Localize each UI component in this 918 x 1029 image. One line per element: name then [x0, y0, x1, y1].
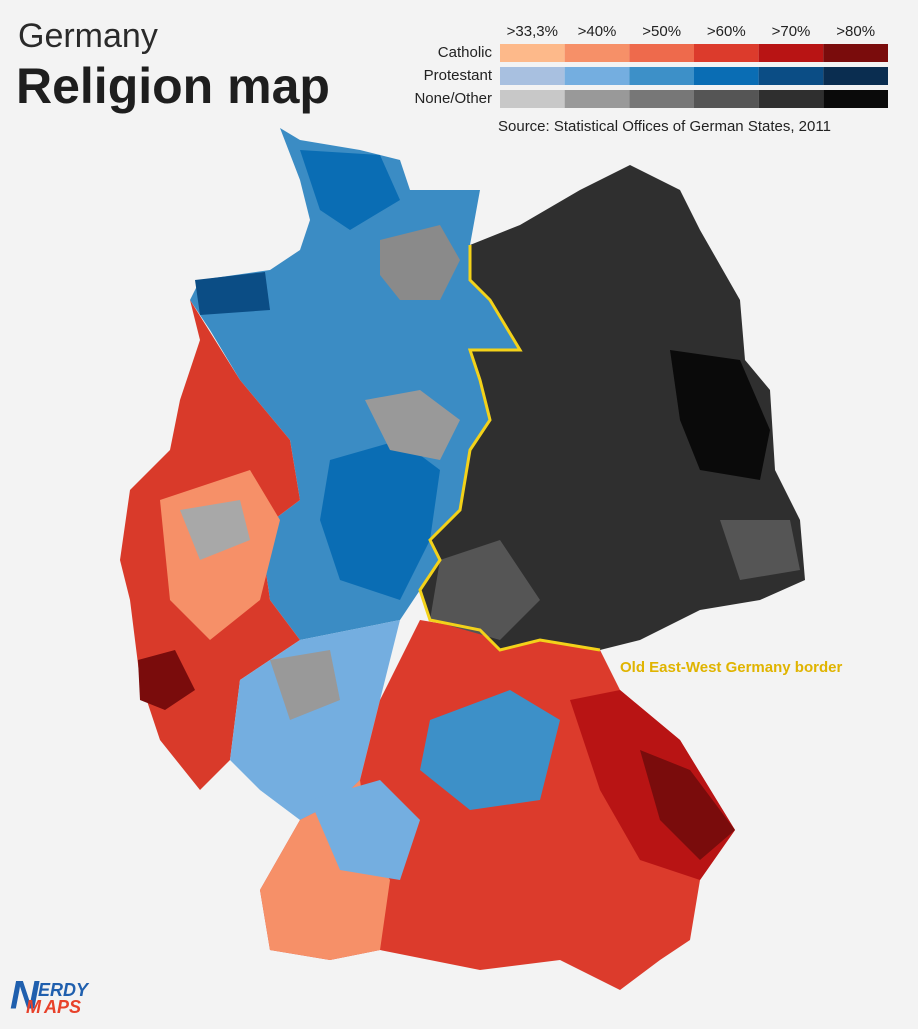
legend-swatch	[694, 90, 759, 108]
logo-word: ERDY	[38, 980, 90, 1000]
legend-threshold: >33,3%	[507, 23, 558, 40]
legend-swatch	[564, 90, 630, 108]
legend-label: Catholic	[438, 44, 493, 61]
region-none-east	[420, 165, 805, 650]
legend-threshold: >80%	[836, 23, 875, 40]
legend-swatch	[629, 67, 694, 85]
logo-initial: M	[26, 997, 42, 1017]
region-none-middle	[270, 650, 340, 720]
legend-swatch	[823, 44, 888, 62]
legend-swatch	[564, 67, 630, 85]
region-none-hamburg	[380, 225, 460, 300]
logo-word: APS	[43, 997, 81, 1017]
logo-initial: N	[10, 974, 40, 1018]
legend-swatch	[823, 67, 888, 85]
region-none-east-dark	[670, 350, 770, 480]
legend-swatch	[500, 90, 565, 108]
source: Source: Statistical Offices of German St…	[498, 118, 831, 135]
legend-label: Protestant	[424, 67, 493, 84]
region-none-ruhr	[180, 500, 250, 560]
legend-swatch	[758, 67, 824, 85]
legend-swatch	[500, 67, 565, 85]
legend-label: None/Other	[414, 90, 492, 107]
region-protestant-coast	[195, 272, 270, 315]
legend-swatch	[564, 44, 630, 62]
legend-threshold: >50%	[642, 23, 681, 40]
legend-swatch	[694, 44, 759, 62]
legend-threshold: >40%	[578, 23, 617, 40]
title: Germany	[18, 17, 158, 55]
border-annotation: Old East-West Germany border	[620, 659, 842, 676]
legend-swatch	[758, 90, 824, 108]
region-none-east-light	[720, 520, 800, 580]
legend-swatch	[758, 44, 824, 62]
east-west-border	[418, 245, 601, 652]
legend-swatch	[823, 90, 888, 108]
country-shape	[120, 128, 805, 990]
region-protestant-middle	[230, 620, 400, 820]
region-protestant-dark	[320, 440, 440, 600]
logo: N ERDY M APS	[10, 974, 90, 1018]
legend-swatch	[629, 44, 694, 62]
region-protestant-dark	[300, 150, 400, 230]
region-none-hannover	[365, 390, 460, 460]
region-catholic-darkest	[640, 750, 735, 860]
legend-threshold: >70%	[772, 23, 811, 40]
subtitle: Religion map	[16, 58, 330, 114]
legend-swatch	[629, 90, 694, 108]
region-protestant-south	[310, 780, 420, 880]
legend-threshold: >60%	[707, 23, 746, 40]
region-protestant-franconia	[420, 690, 560, 810]
legend-swatch	[500, 44, 565, 62]
legend-swatch	[694, 67, 759, 85]
region-none-east-light	[430, 540, 540, 640]
region-catholic-saar	[138, 650, 195, 710]
